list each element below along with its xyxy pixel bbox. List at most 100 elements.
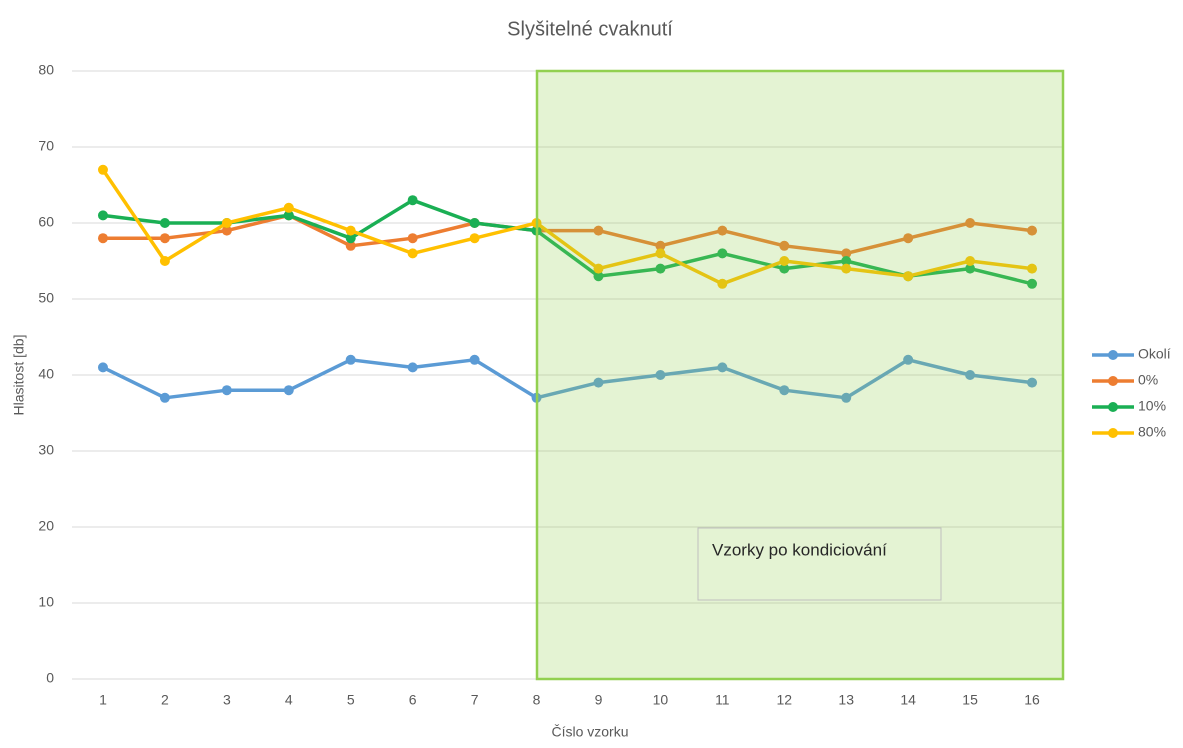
point (841, 248, 852, 259)
x-tick-label: 13 (838, 692, 854, 708)
point (717, 362, 728, 373)
highlight-region (535, 69, 1065, 681)
point (469, 218, 480, 228)
point (965, 263, 976, 274)
y-tick-label: 70 (38, 138, 54, 154)
x-tick-label: 14 (900, 692, 916, 708)
x-tick-label: 15 (962, 692, 978, 708)
annotation-box (697, 527, 942, 601)
point (221, 218, 232, 228)
x-tick-label: 7 (471, 692, 479, 708)
series-line (102, 213, 1033, 256)
x-tick-label: 12 (776, 692, 792, 708)
point (717, 278, 728, 289)
point (221, 385, 232, 396)
legend-label: 10% (1138, 398, 1166, 414)
legend-marker (1108, 350, 1118, 360)
point (655, 263, 666, 274)
point (717, 225, 728, 236)
legend-label: 80% (1138, 424, 1166, 440)
point (779, 263, 790, 274)
x-tick-label: 1 (99, 692, 107, 708)
y-tick-label: 50 (38, 290, 54, 306)
point (345, 240, 356, 251)
y-tick-label: 20 (38, 518, 54, 534)
point (407, 248, 418, 259)
point (159, 256, 170, 266)
point (903, 271, 914, 282)
legend-marker (1108, 376, 1118, 386)
point (283, 210, 294, 221)
point (159, 218, 170, 228)
x-tick-label: 11 (715, 692, 730, 708)
point (345, 354, 356, 365)
y-axis-title: Hlasitost [db] (11, 335, 27, 416)
x-tick-label: 8 (533, 692, 541, 708)
x-tick-label: 9 (595, 692, 603, 708)
point (903, 233, 914, 244)
series-line (102, 198, 1033, 286)
x-tick-label: 4 (285, 692, 293, 708)
legend-marker (1108, 428, 1118, 438)
point (655, 240, 666, 251)
y-tick-label: 30 (38, 442, 54, 458)
y-tick-label: 80 (38, 62, 54, 78)
chart-title: Slyšitelné cvaknutí (507, 18, 673, 40)
point (97, 362, 108, 373)
point (717, 248, 728, 259)
point (779, 240, 790, 251)
point (965, 256, 976, 266)
y-tick-label: 60 (38, 214, 54, 230)
x-tick-label: 10 (653, 692, 669, 708)
x-axis-title: Číslo vzorku (551, 724, 628, 740)
x-tick-label: 3 (223, 692, 231, 708)
x-tick-label: 16 (1024, 692, 1040, 708)
point (159, 392, 170, 403)
point (1027, 225, 1038, 236)
point (655, 370, 666, 380)
point (469, 233, 480, 244)
point (593, 271, 604, 282)
point (407, 362, 418, 373)
point (407, 195, 418, 206)
point (779, 256, 790, 266)
x-tick-label: 2 (161, 692, 169, 708)
point (593, 225, 604, 236)
point (97, 233, 108, 244)
point (407, 233, 418, 244)
y-tick-label: 0 (46, 670, 54, 686)
legend-marker (1108, 402, 1118, 412)
annotation: Vzorky po kondiciování (712, 540, 887, 559)
series-line (101, 168, 1033, 286)
point (1027, 278, 1038, 289)
point (903, 354, 914, 365)
point (1027, 263, 1038, 274)
series-line (102, 358, 1033, 400)
point (1027, 377, 1038, 388)
x-tick-label: 5 (347, 692, 355, 708)
point (345, 225, 356, 236)
legend-label: 0% (1138, 372, 1158, 388)
point (283, 202, 294, 213)
point (97, 164, 108, 175)
x-tick-label: 6 (409, 692, 417, 708)
point (965, 218, 976, 228)
y-tick-label: 10 (38, 594, 54, 610)
point (841, 263, 852, 274)
point (283, 385, 294, 396)
y-tick-label: 40 (38, 366, 54, 382)
point (221, 225, 232, 236)
legend-label: Okolí (1138, 346, 1171, 362)
point (469, 354, 480, 365)
point (655, 248, 666, 259)
point (593, 263, 604, 274)
point (159, 233, 170, 244)
point (841, 256, 852, 266)
point (841, 392, 852, 403)
point (97, 210, 108, 221)
point (593, 377, 604, 388)
point (345, 233, 356, 244)
point (779, 385, 790, 396)
point (965, 370, 976, 380)
